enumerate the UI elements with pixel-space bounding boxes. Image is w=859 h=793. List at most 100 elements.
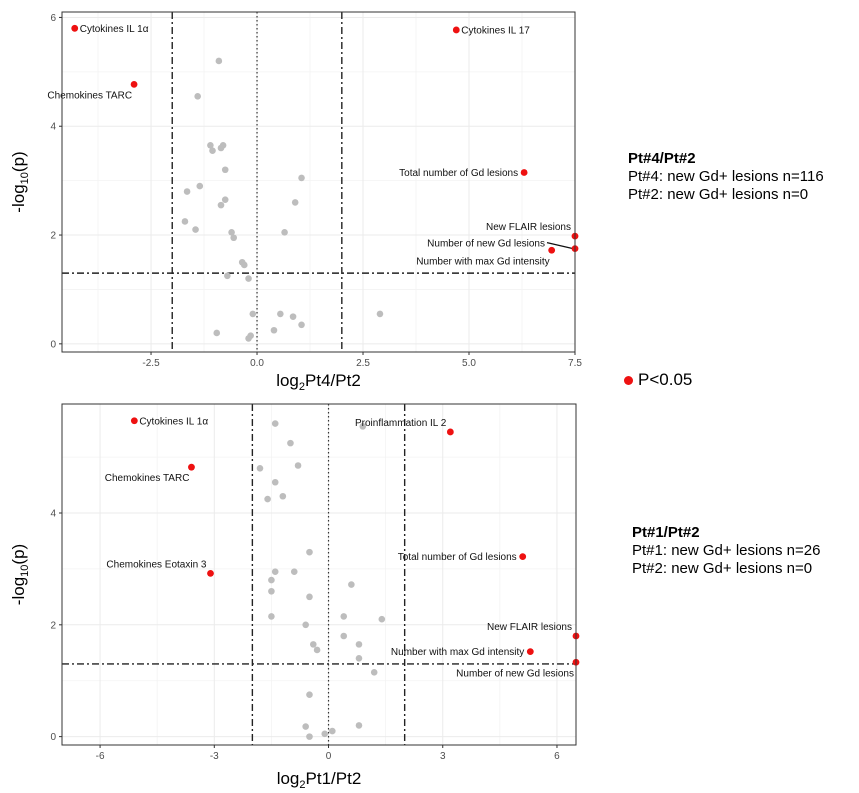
data-point — [306, 691, 313, 698]
x-tick-label: 2.5 — [356, 358, 370, 369]
data-point — [306, 733, 313, 740]
label-leader-line — [546, 242, 574, 250]
comparison-note-pt4-pt2: Pt#4/Pt#2 Pt#4: new Gd+ lesions n=116 Pt… — [628, 150, 824, 204]
data-point — [298, 174, 305, 182]
data-point — [194, 93, 201, 100]
comparison-note-line: Pt#2: new Gd+ lesions n=0 — [632, 560, 813, 577]
x-tick-label: 0.0 — [250, 358, 264, 369]
data-point — [268, 576, 275, 584]
significant-data-point — [71, 24, 79, 32]
volcano-plot-pt1-vs-pt2: Cytokines IL 1α Proinflammation IL 2 Chemo… — [9, 403, 580, 791]
comparison-note-line: Pt#4: new Gd+ lesions n=116 — [628, 168, 824, 185]
point-label: Chemokines TARC — [105, 473, 190, 484]
significant-data-point — [446, 428, 454, 436]
data-point — [181, 218, 189, 225]
data-point — [270, 326, 278, 334]
data-point — [192, 226, 199, 233]
x-tick-label: 3 — [440, 751, 446, 762]
y-tick-label: 4 — [50, 509, 56, 520]
data-point — [221, 196, 229, 203]
significant-data-point — [526, 648, 534, 656]
point-label: Total number of Gd lesions — [398, 552, 517, 563]
x-tick-label: 5.0 — [462, 358, 476, 369]
data-point — [213, 329, 221, 337]
data-point — [306, 593, 313, 601]
data-point — [340, 613, 348, 620]
significant-data-point — [207, 569, 214, 577]
legend-label: P<0.05 — [638, 370, 693, 389]
data-point — [294, 462, 302, 469]
y-tick-label: 6 — [50, 13, 56, 24]
point-label: Chemokines TARC — [47, 90, 132, 101]
data-point — [268, 613, 275, 620]
significant-data-point — [130, 80, 138, 88]
y-tick-label: 0 — [50, 339, 56, 350]
data-point — [355, 722, 363, 729]
x-tick-label: 7.5 — [568, 358, 582, 369]
data-point — [183, 188, 191, 195]
point-label: Cytokines IL 17 — [461, 25, 530, 36]
data-point — [289, 313, 297, 320]
data-point — [355, 641, 363, 648]
data-point — [298, 321, 305, 329]
y-axis-label: -log10(p) — [9, 151, 31, 212]
x-tick-label: -2.5 — [142, 358, 160, 369]
point-label: Cytokines IL 1α — [80, 24, 149, 35]
data-point — [209, 147, 216, 155]
data-point — [306, 548, 313, 556]
comparison-note-title: Pt#4/Pt#2 — [628, 150, 696, 167]
y-tick-label: 2 — [50, 231, 56, 242]
data-point — [376, 310, 384, 318]
data-point — [228, 229, 235, 236]
data-point — [217, 144, 225, 152]
x-axis-label: log2Pt1/Pt2 — [277, 769, 362, 791]
data-point — [348, 581, 355, 588]
data-point — [378, 615, 386, 623]
data-point — [359, 423, 367, 430]
point-label: New FLAIR lesions — [486, 222, 571, 233]
x-tick-label: 0 — [326, 751, 332, 762]
x-axis-label: log2Pt4/Pt2 — [276, 371, 361, 390]
comparison-note-line: Pt#2: new Gd+ lesions n=0 — [628, 186, 809, 203]
y-tick-label: 2 — [50, 620, 56, 631]
plot-border — [61, 403, 577, 746]
point-label: Proinflammation IL 2 — [355, 418, 447, 429]
data-point — [230, 234, 238, 242]
data-point — [264, 495, 271, 503]
point-label: Cytokines IL 1α — [139, 416, 208, 427]
data-point — [241, 261, 248, 269]
data-point — [256, 464, 264, 472]
significant-data-point — [519, 553, 527, 561]
significant-data-point — [548, 246, 556, 254]
data-point — [302, 723, 309, 730]
plot-panel — [62, 12, 575, 352]
point-label: Number with max Gd intensity — [416, 256, 549, 267]
significant-data-point — [130, 417, 138, 425]
data-point — [309, 641, 317, 648]
data-point — [249, 310, 257, 318]
data-point — [196, 182, 204, 190]
data-point — [268, 587, 275, 595]
data-point — [271, 420, 279, 427]
volcano-plot-pt4-vs-pt2: Cytokines IL 1α Cytokines IL 17 Chemokines… — [9, 11, 582, 390]
data-point — [355, 655, 363, 662]
data-point — [281, 229, 288, 236]
y-axis-label: -log10(p) — [9, 544, 31, 605]
data-point — [271, 478, 279, 486]
comparison-note-pt1-pt2: Pt#1/Pt#2 Pt#1: new Gd+ lesions n=26 Pt#… — [632, 524, 820, 578]
point-label: Number with max Gd intensity — [391, 647, 524, 658]
x-tick-label: -3 — [210, 751, 219, 762]
plot-panel — [62, 404, 576, 745]
data-point — [277, 310, 284, 318]
x-tick-label: 6 — [554, 751, 560, 762]
y-tick-label: 4 — [50, 122, 56, 133]
plot-border — [61, 11, 576, 353]
data-point — [221, 166, 229, 174]
x-tick-label: -6 — [96, 751, 105, 762]
comparison-note-title: Pt#1/Pt#2 — [632, 524, 700, 541]
point-label: Number of new Gd lesions — [456, 668, 574, 679]
point-label: Chemokines Eotaxin 3 — [106, 559, 206, 570]
data-point — [370, 669, 378, 676]
data-point — [321, 730, 329, 738]
y-tick-label: 0 — [50, 732, 56, 743]
